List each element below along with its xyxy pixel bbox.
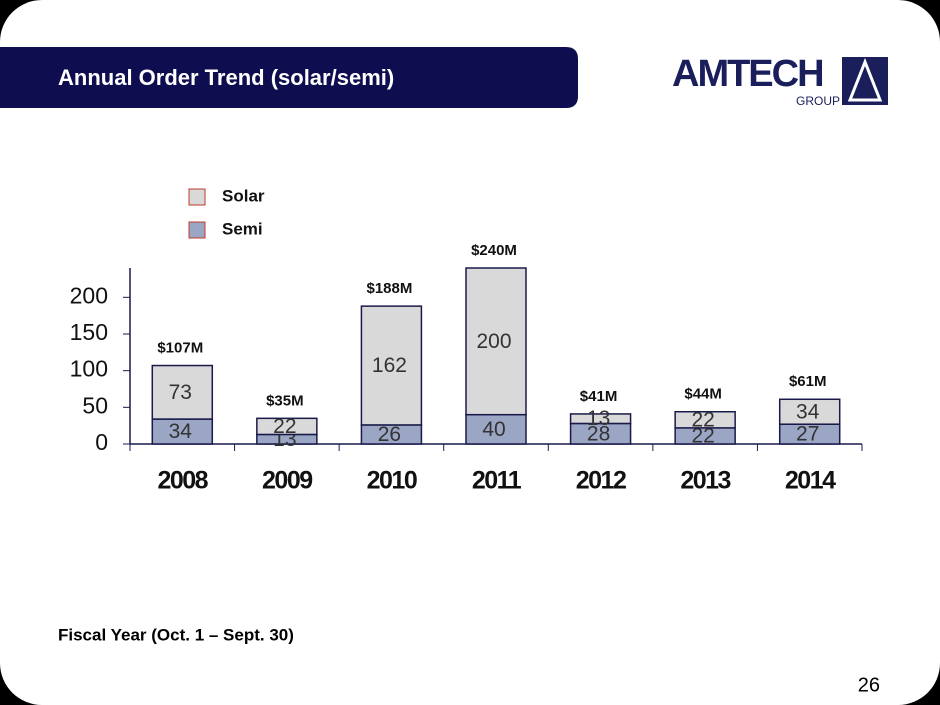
total-label: $41M: [580, 388, 618, 405]
x-tick-label: 2010: [367, 467, 417, 495]
slide-title: Annual Order Trend (solar/semi): [58, 65, 394, 90]
value-label: 200: [476, 330, 511, 353]
x-tick-label: 2013: [680, 467, 730, 495]
logo: AMTECH: [672, 53, 823, 95]
bar-segment: [465, 267, 527, 416]
value-label: 73: [169, 381, 192, 404]
y-tick-label: 150: [70, 319, 108, 345]
total-label: $107M: [157, 340, 203, 357]
value-label: 34: [169, 420, 193, 443]
y-tick-label: 50: [82, 392, 108, 418]
x-tick-label: 2014: [785, 467, 836, 495]
value-label: 162: [372, 354, 407, 377]
plot: 0 50 100 150 200 Solar Semi 34 73 $107M 2008 13 22 $3…: [70, 186, 863, 495]
bar-segment: [360, 305, 423, 426]
value-label: 22: [273, 415, 296, 438]
footer-note: Fiscal Year (Oct. 1 – Sept. 30): [58, 625, 294, 644]
x-tick-label: 2008: [157, 467, 208, 495]
title-bar: [0, 47, 578, 108]
legend-label: Semi: [222, 219, 263, 238]
x-tick-label: 2012: [576, 467, 626, 495]
x-tick-label: 2011: [472, 467, 522, 495]
logo-mark-glyph: [847, 57, 883, 102]
legend-swatch: [188, 188, 206, 206]
total-label: $240M: [471, 242, 517, 259]
legend-label: Solar: [222, 186, 265, 205]
total-label: $61M: [789, 373, 827, 390]
y-tick-label: 100: [70, 356, 108, 382]
total-label: $44M: [684, 386, 722, 403]
value-label: 13: [587, 407, 610, 430]
bar-segment: [569, 413, 632, 425]
bar-segment: [256, 417, 318, 436]
x-tick-label: 2009: [262, 467, 312, 495]
bar-segment: [674, 410, 736, 429]
total-label: $188M: [366, 280, 412, 297]
bar-segment: [778, 398, 841, 425]
value-label: 28: [587, 422, 610, 445]
legend-swatch: [188, 221, 206, 239]
bar-segment: [151, 364, 214, 420]
value-label: 34: [796, 400, 820, 423]
total-label: $35M: [266, 392, 304, 409]
value-label: 26: [378, 423, 401, 446]
logo-sub: GROUP: [796, 94, 840, 108]
value-label: 22: [691, 424, 714, 447]
page-number: 26: [858, 674, 880, 696]
bar-segment: [151, 418, 214, 445]
y-tick-label: 0: [95, 429, 108, 455]
value-label: 40: [482, 418, 505, 441]
value-label: 22: [691, 408, 714, 431]
bar-segment: [465, 413, 527, 445]
value-label: 27: [796, 423, 819, 446]
y-tick-label: 200: [70, 282, 108, 308]
